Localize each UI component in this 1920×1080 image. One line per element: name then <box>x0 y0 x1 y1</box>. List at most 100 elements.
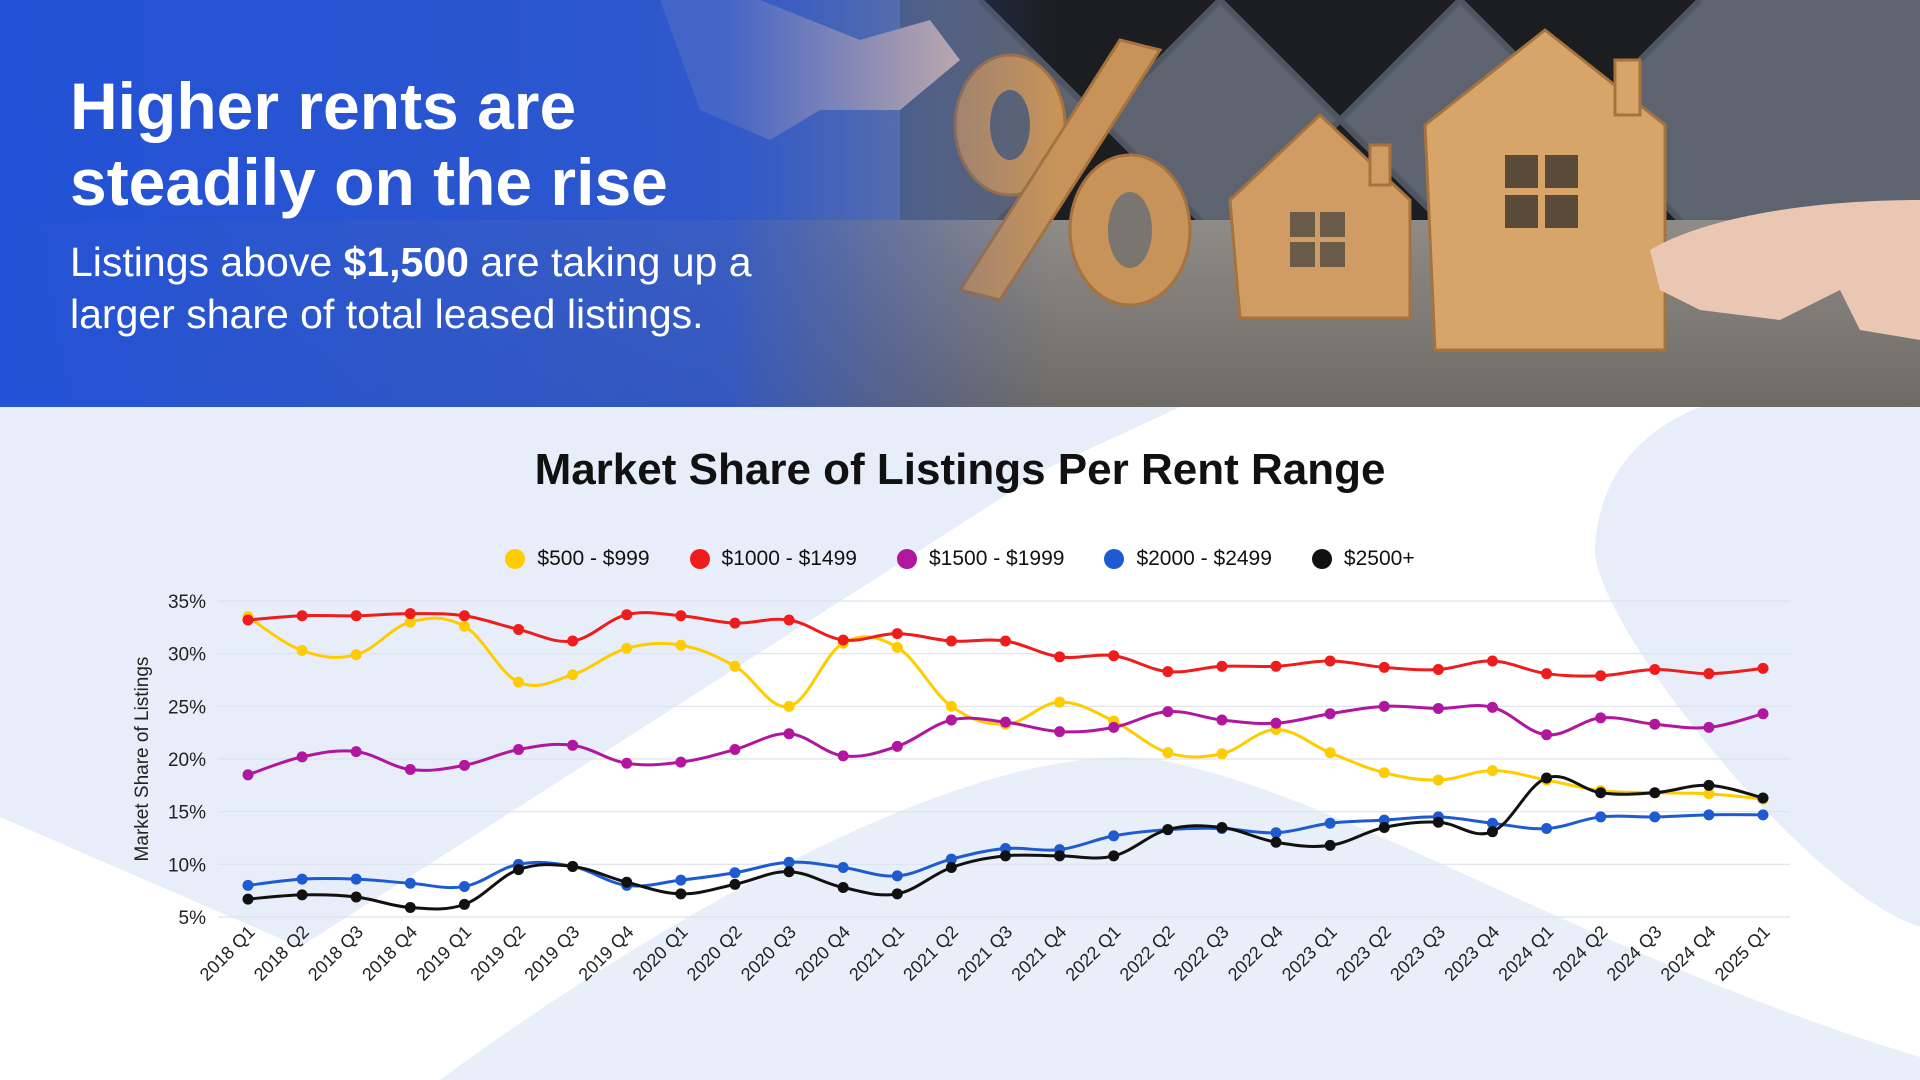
data-point[interactable] <box>675 639 687 651</box>
data-point[interactable] <box>891 888 903 900</box>
data-point[interactable] <box>621 757 633 769</box>
data-point[interactable] <box>567 635 579 647</box>
data-point[interactable] <box>1541 729 1553 741</box>
data-point[interactable] <box>404 608 416 620</box>
data-point[interactable] <box>1757 708 1769 720</box>
data-point[interactable] <box>1595 712 1607 724</box>
data-point[interactable] <box>1270 836 1282 848</box>
data-point[interactable] <box>1000 850 1011 862</box>
data-point[interactable] <box>945 714 957 726</box>
data-point[interactable] <box>1649 718 1661 730</box>
data-point[interactable] <box>1486 655 1498 667</box>
data-point[interactable] <box>837 750 849 762</box>
data-point[interactable] <box>242 893 254 905</box>
data-point[interactable] <box>350 649 362 661</box>
data-point[interactable] <box>837 861 849 873</box>
data-point[interactable] <box>1486 817 1498 829</box>
data-point[interactable] <box>1595 787 1607 799</box>
data-point[interactable] <box>1324 839 1336 851</box>
data-point[interactable] <box>296 645 308 657</box>
data-point[interactable] <box>350 891 362 903</box>
data-point[interactable] <box>404 764 416 776</box>
data-point[interactable] <box>1162 824 1174 836</box>
data-point[interactable] <box>891 740 903 752</box>
data-point[interactable] <box>1757 792 1769 804</box>
data-point[interactable] <box>404 902 416 914</box>
data-point[interactable] <box>1054 651 1066 663</box>
data-point[interactable] <box>675 888 687 900</box>
data-point[interactable] <box>1378 661 1390 673</box>
data-point[interactable] <box>1216 660 1228 672</box>
data-point[interactable] <box>567 739 579 751</box>
data-point[interactable] <box>945 700 957 712</box>
data-point[interactable] <box>1432 816 1444 828</box>
data-point[interactable] <box>1649 811 1661 823</box>
data-point[interactable] <box>1541 668 1553 680</box>
data-point[interactable] <box>1595 811 1607 823</box>
data-point[interactable] <box>1108 650 1120 662</box>
data-point[interactable] <box>1270 660 1282 672</box>
data-point[interactable] <box>242 769 254 781</box>
data-point[interactable] <box>1703 721 1715 733</box>
data-point[interactable] <box>675 874 687 886</box>
data-point[interactable] <box>513 864 525 876</box>
data-point[interactable] <box>296 873 308 885</box>
data-point[interactable] <box>296 751 308 763</box>
data-point[interactable] <box>1703 788 1715 800</box>
data-point[interactable] <box>296 610 308 622</box>
data-point[interactable] <box>783 728 795 740</box>
data-point[interactable] <box>1378 767 1390 779</box>
data-point[interactable] <box>1432 663 1444 675</box>
data-point[interactable] <box>675 756 687 768</box>
data-point[interactable] <box>296 889 308 901</box>
data-point[interactable] <box>729 878 741 890</box>
legend-item[interactable]: $2500+ <box>1311 547 1415 571</box>
data-point[interactable] <box>945 853 957 865</box>
data-point[interactable] <box>1432 774 1444 786</box>
data-point[interactable] <box>783 614 795 626</box>
legend-item[interactable]: $2000 - $2499 <box>1104 547 1272 571</box>
data-point[interactable] <box>1378 700 1390 712</box>
data-point[interactable] <box>1000 716 1011 728</box>
data-point[interactable] <box>404 616 416 628</box>
data-point[interactable] <box>1324 747 1336 759</box>
data-point[interactable] <box>242 879 254 891</box>
data-point[interactable] <box>729 867 741 879</box>
data-point[interactable] <box>945 635 957 647</box>
data-point[interactable] <box>783 856 795 868</box>
data-point[interactable] <box>675 610 687 622</box>
data-point[interactable] <box>1324 708 1336 720</box>
data-point[interactable] <box>1054 696 1066 708</box>
data-point[interactable] <box>621 609 633 621</box>
data-point[interactable] <box>837 634 849 646</box>
data-point[interactable] <box>1216 821 1228 833</box>
data-point[interactable] <box>350 610 362 622</box>
data-point[interactable] <box>729 744 741 756</box>
data-point[interactable] <box>1703 779 1715 791</box>
data-point[interactable] <box>1108 850 1120 862</box>
legend-item[interactable]: $1500 - $1999 <box>896 547 1064 571</box>
data-point[interactable] <box>729 617 741 629</box>
data-point[interactable] <box>1216 714 1228 726</box>
data-point[interactable] <box>1486 826 1498 838</box>
data-point[interactable] <box>1541 823 1553 835</box>
data-point[interactable] <box>513 676 525 688</box>
data-point[interactable] <box>783 700 795 712</box>
data-point[interactable] <box>1703 809 1715 821</box>
data-point[interactable] <box>1054 850 1066 862</box>
data-point[interactable] <box>945 861 957 873</box>
data-point[interactable] <box>1324 817 1336 829</box>
data-point[interactable] <box>1162 706 1174 718</box>
data-point[interactable] <box>1541 772 1553 784</box>
data-point[interactable] <box>1108 830 1120 842</box>
data-point[interactable] <box>891 641 903 653</box>
data-point[interactable] <box>1432 702 1444 714</box>
data-point[interactable] <box>891 628 903 640</box>
data-point[interactable] <box>1757 809 1769 821</box>
data-point[interactable] <box>1270 717 1282 729</box>
data-point[interactable] <box>1486 701 1498 713</box>
data-point[interactable] <box>1757 662 1769 674</box>
data-point[interactable] <box>513 623 525 635</box>
data-point[interactable] <box>891 870 903 882</box>
data-point[interactable] <box>458 620 470 632</box>
